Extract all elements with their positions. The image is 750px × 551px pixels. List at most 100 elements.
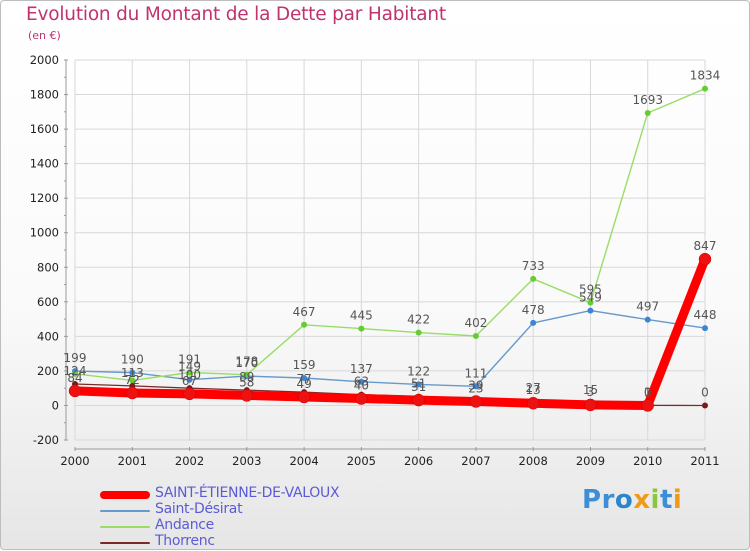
- data-label-andance: 733: [522, 259, 545, 273]
- data-point-saint-desirat: [587, 307, 594, 314]
- logo-letter: i: [650, 485, 660, 515]
- data-label-andance: 1693: [632, 93, 663, 107]
- data-label-saint-desirat: 111: [464, 366, 487, 380]
- data-point-saint-etienne-de-valoux: [412, 393, 425, 407]
- data-point-saint-etienne-de-valoux: [240, 389, 254, 402]
- data-label-saint-etienne-de-valoux: 67: [182, 374, 197, 388]
- data-label-saint-desirat: 448: [694, 308, 717, 322]
- y-tick-label: 400: [37, 329, 59, 343]
- data-label-thorrenc: 77: [296, 372, 311, 386]
- data-label-thorrenc: 113: [121, 366, 144, 380]
- data-point-andance: [472, 333, 479, 340]
- x-tick-label: 2009: [576, 454, 605, 468]
- y-tick-label: 600: [37, 295, 59, 309]
- data-point-andance: [243, 371, 250, 378]
- legend-swatch: [100, 526, 150, 528]
- data-label-saint-desirat: 170: [235, 356, 258, 370]
- data-label-saint-etienne-de-valoux: 13: [526, 383, 541, 397]
- y-tick-label: 1600: [30, 122, 59, 136]
- x-tick-label: 2001: [118, 454, 147, 468]
- data-label-saint-desirat: 199: [64, 351, 87, 365]
- data-point-saint-desirat: [702, 325, 708, 332]
- data-point-andance: [530, 275, 537, 282]
- data-label-thorrenc: 0: [701, 385, 709, 399]
- data-label-thorrenc: 1: [644, 385, 652, 399]
- data-label-saint-etienne-de-valoux: 84: [67, 371, 82, 385]
- y-tick-label: 1000: [30, 226, 59, 240]
- data-label-thorrenc: 63: [354, 375, 369, 389]
- data-point-saint-desirat: [530, 319, 537, 326]
- legend-swatch: [100, 542, 150, 544]
- logo-letter: o: [614, 485, 634, 515]
- data-label-saint-desirat: 478: [522, 303, 545, 317]
- y-tick-label: 2000: [30, 53, 59, 67]
- data-label-andance: 1834: [690, 69, 721, 83]
- data-point-andance: [186, 369, 193, 376]
- data-point-andance: [129, 377, 136, 384]
- data-point-saint-etienne-de-valoux: [68, 384, 82, 398]
- data-point-saint-desirat: [415, 381, 422, 388]
- data-label-saint-etienne-de-valoux: 3: [587, 385, 595, 399]
- data-point-saint-desirat: [472, 383, 479, 390]
- legend-label: Thorrenc: [155, 533, 215, 549]
- data-label-saint-desirat: 137: [350, 362, 373, 376]
- x-tick-label: 2002: [175, 454, 204, 468]
- data-label-andance: 191: [178, 352, 201, 366]
- x-tick-label: 2008: [519, 454, 548, 468]
- data-point-saint-etienne-de-valoux: [297, 390, 311, 404]
- data-point-saint-etienne-de-valoux: [526, 396, 540, 410]
- y-tick-label: 1200: [30, 191, 59, 205]
- data-label-thorrenc: 15: [583, 383, 598, 397]
- data-label-saint-etienne-de-valoux: 0: [644, 385, 652, 399]
- data-point-saint-etienne-de-valoux: [126, 386, 139, 400]
- data-point-saint-etienne-de-valoux: [469, 395, 483, 408]
- data-label-thorrenc: 39: [468, 379, 483, 393]
- data-label-thorrenc: 89: [239, 370, 254, 384]
- series-layer: [68, 85, 712, 412]
- proxiti-logo: Proxiti: [582, 485, 682, 515]
- y-tick-label: 1800: [30, 88, 59, 102]
- data-point-saint-desirat: [644, 316, 651, 323]
- series-line-andance: [74, 87, 706, 382]
- legend-swatch: [100, 491, 150, 499]
- data-point-andance: [72, 370, 78, 377]
- data-label-saint-desirat: 549: [579, 291, 602, 305]
- data-label-saint-etienne-de-valoux: 40: [354, 379, 369, 393]
- legend-swatch: [100, 510, 150, 512]
- data-label-saint-desirat: 159: [293, 358, 316, 372]
- axis-layer: -200020040060080010001200140016001800200…: [30, 53, 720, 468]
- data-point-saint-desirat: [129, 369, 136, 376]
- data-label-saint-desirat: 497: [636, 300, 659, 314]
- x-tick-label: 2005: [347, 454, 376, 468]
- data-label-saint-etienne-de-valoux: 847: [694, 239, 717, 253]
- logo-letter: r: [601, 485, 615, 515]
- data-label-saint-desirat: 122: [407, 364, 430, 378]
- data-label-andance: 445: [350, 309, 373, 323]
- series-line-saint-etienne-de-valoux: [70, 254, 710, 410]
- data-label-saint-etienne-de-valoux: 58: [239, 375, 254, 389]
- data-point-thorrenc: [702, 402, 708, 409]
- data-point-saint-desirat: [186, 376, 193, 383]
- data-point-andance: [358, 325, 365, 332]
- data-point-saint-etienne-de-valoux: [641, 399, 654, 412]
- y-tick-label: 200: [37, 364, 59, 378]
- legend-label: SAINT-ÉTIENNE-DE-VALOUX: [155, 485, 340, 501]
- data-point-andance: [301, 321, 308, 328]
- data-point-andance: [644, 110, 651, 117]
- data-point-andance: [415, 329, 422, 336]
- legend-label: Saint-Désirat: [155, 501, 243, 517]
- logo-letter: i: [672, 485, 683, 515]
- data-label-thorrenc: 100: [178, 368, 201, 382]
- y-tick-label: -200: [33, 433, 59, 447]
- y-tick-label: 0: [52, 398, 59, 412]
- data-point-saint-desirat: [358, 378, 365, 385]
- data-label-andance: 178: [235, 355, 258, 369]
- data-point-saint-etienne-de-valoux: [183, 387, 196, 401]
- data-point-saint-etienne-de-valoux: [698, 252, 712, 266]
- data-label-saint-desirat: 149: [178, 360, 201, 374]
- x-tick-label: 2004: [289, 454, 318, 468]
- y-tick-label: 1400: [30, 157, 59, 171]
